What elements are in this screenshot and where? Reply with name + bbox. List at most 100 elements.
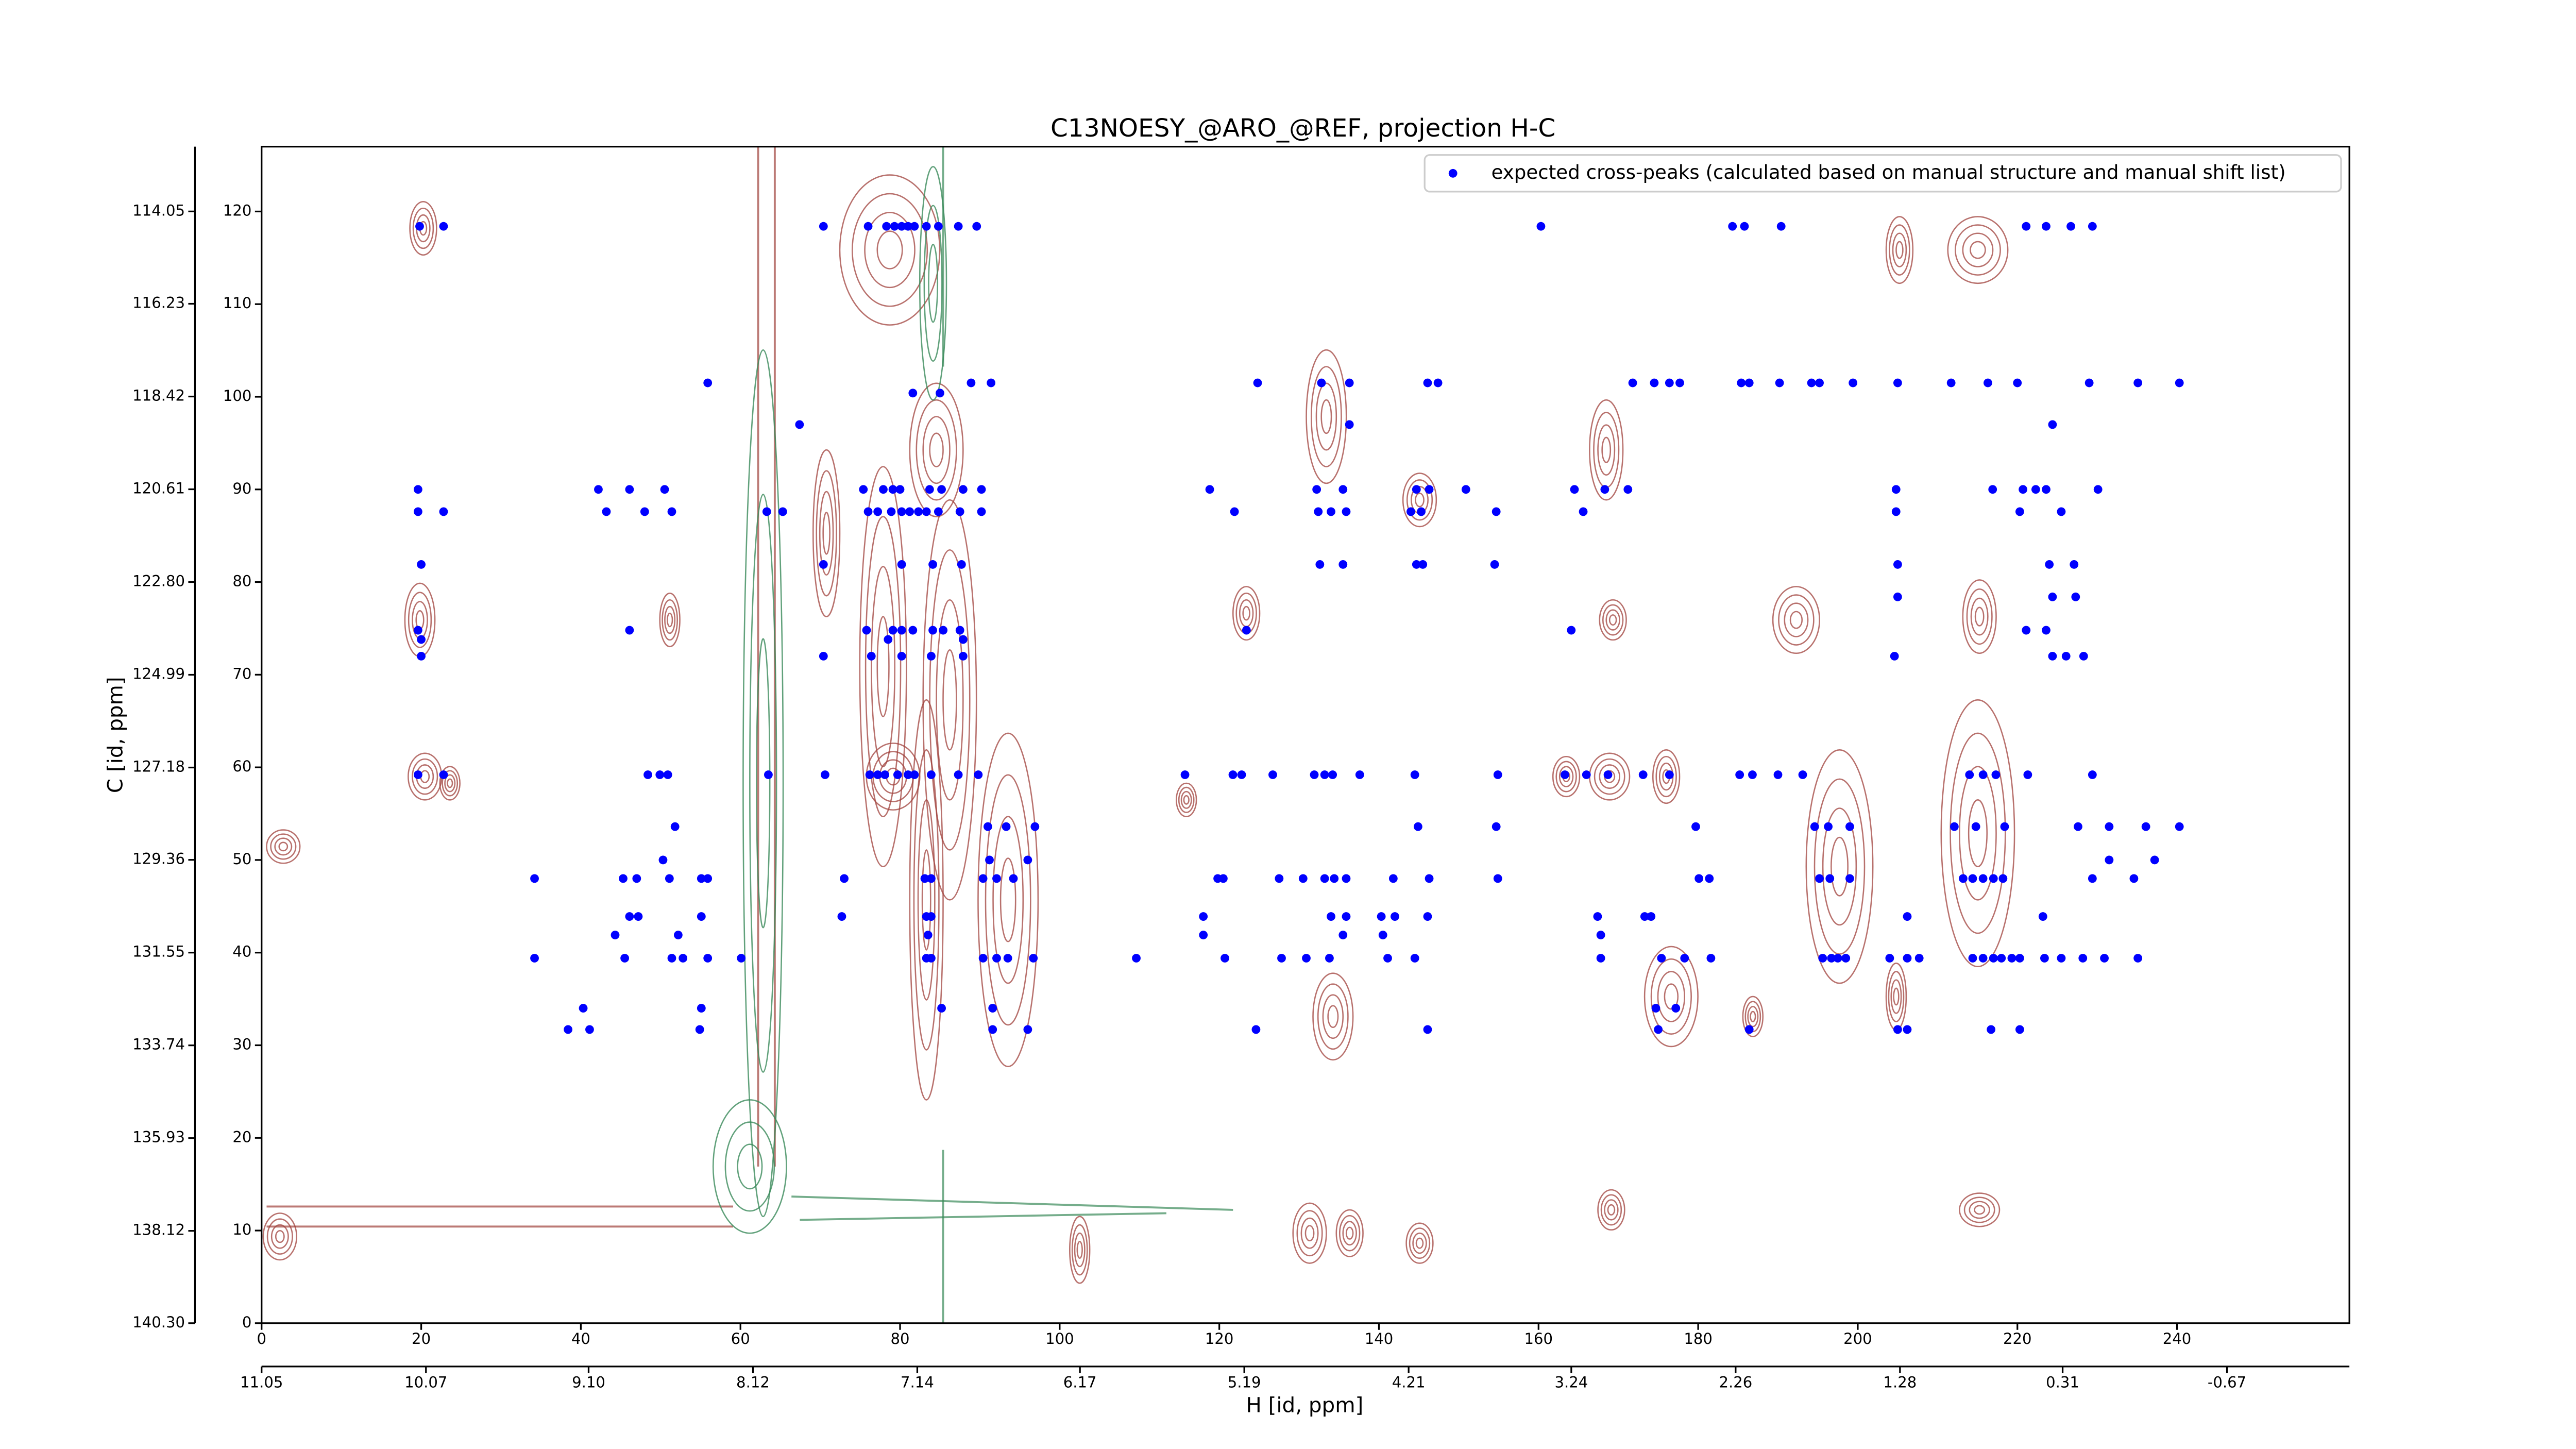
contour bbox=[1345, 1226, 1354, 1240]
cross-peak bbox=[2133, 378, 2143, 387]
cross-peak bbox=[1647, 912, 1656, 921]
legend-marker bbox=[1448, 169, 1458, 178]
contour bbox=[737, 1143, 763, 1190]
cross-peak bbox=[1406, 507, 1415, 516]
cross-peak bbox=[1320, 770, 1329, 779]
contour bbox=[1409, 1227, 1431, 1259]
cross-peak bbox=[1810, 822, 1819, 831]
contour bbox=[871, 566, 896, 767]
contours bbox=[262, 146, 2015, 1323]
cross-peak bbox=[2013, 378, 2022, 387]
contour bbox=[1655, 755, 1677, 798]
cross-peak bbox=[1327, 507, 1335, 516]
cross-peak bbox=[620, 954, 630, 963]
x-tick-label: 200 bbox=[1843, 1330, 1872, 1347]
contour bbox=[1292, 1202, 1327, 1264]
contour bbox=[923, 205, 943, 362]
contour bbox=[839, 174, 941, 326]
cross-peak bbox=[2048, 651, 2057, 661]
contour bbox=[1335, 1209, 1364, 1257]
cross-peak bbox=[1989, 874, 1998, 883]
contour bbox=[977, 732, 1039, 1068]
cross-peak bbox=[585, 1025, 594, 1034]
contour bbox=[1180, 790, 1192, 809]
chart-title: C13NOESY_@ARO_@REF, projection H-C bbox=[1050, 114, 1555, 143]
cross-peak bbox=[1312, 485, 1321, 494]
x-tick-label: 180 bbox=[1684, 1330, 1713, 1347]
cross-peak bbox=[737, 954, 746, 963]
contour bbox=[1822, 807, 1857, 926]
contour bbox=[749, 494, 777, 1073]
contour bbox=[921, 849, 931, 951]
cross-peak bbox=[934, 222, 943, 231]
cross-peak bbox=[978, 954, 988, 963]
cross-peak bbox=[1338, 931, 1348, 939]
cross-peak bbox=[1492, 507, 1501, 516]
cross-peak bbox=[1320, 874, 1329, 883]
contour bbox=[1306, 349, 1347, 484]
cross-peak bbox=[1023, 1025, 1032, 1034]
cross-peak bbox=[958, 651, 968, 661]
cross-peak bbox=[992, 954, 1001, 963]
contour bbox=[270, 1224, 289, 1249]
cross-peak bbox=[2079, 651, 2088, 661]
cross-peak bbox=[602, 507, 611, 516]
cross-peak bbox=[439, 222, 448, 231]
cross-peak bbox=[897, 560, 906, 569]
contour bbox=[1342, 1221, 1357, 1246]
x-axis-label: H [id, ppm] bbox=[1246, 1393, 1363, 1418]
cross-peak bbox=[2141, 822, 2150, 831]
contour bbox=[992, 816, 1024, 984]
contour bbox=[275, 1230, 285, 1243]
cross-peak bbox=[530, 874, 539, 883]
cross-peak bbox=[2000, 822, 2009, 831]
cross-peak bbox=[890, 222, 899, 231]
cross-peak bbox=[413, 626, 422, 635]
contour bbox=[1242, 605, 1250, 621]
contour bbox=[1893, 987, 1900, 1006]
cross-peak bbox=[895, 485, 905, 494]
cross-peak bbox=[819, 222, 828, 231]
cross-peak bbox=[2057, 507, 2066, 516]
cross-peak bbox=[1228, 770, 1238, 779]
cross-peak bbox=[958, 485, 968, 494]
cross-peak bbox=[1461, 485, 1470, 494]
cross-peak bbox=[2129, 874, 2139, 883]
x2-tick-label: 9.10 bbox=[572, 1373, 605, 1391]
cross-peak bbox=[1391, 912, 1399, 921]
cross-peak bbox=[439, 770, 448, 779]
cross-peak bbox=[625, 626, 634, 635]
x2-tick-label: -0.67 bbox=[2208, 1373, 2246, 1391]
x-tick-label: 220 bbox=[2003, 1330, 2032, 1347]
x-tick-label: 160 bbox=[1524, 1330, 1553, 1347]
cross-peak bbox=[974, 770, 983, 779]
cross-peak bbox=[1987, 1025, 1996, 1034]
cross-peak bbox=[665, 874, 674, 883]
contour bbox=[1310, 366, 1342, 467]
contour bbox=[1412, 1232, 1427, 1254]
cross-peak bbox=[530, 954, 539, 963]
contour bbox=[1970, 597, 1989, 636]
cross-peak bbox=[1705, 874, 1714, 883]
cross-peak bbox=[1691, 822, 1700, 831]
cross-peak bbox=[972, 222, 981, 231]
cross-peak bbox=[1314, 507, 1323, 516]
contour bbox=[913, 749, 940, 1051]
cross-peak bbox=[611, 931, 620, 939]
contour bbox=[274, 837, 293, 856]
cross-peak bbox=[1671, 1004, 1681, 1013]
cross-peak bbox=[1412, 485, 1421, 494]
cross-peak bbox=[673, 931, 683, 939]
contour bbox=[664, 605, 676, 634]
cross-peak bbox=[1728, 222, 1737, 231]
cross-peak bbox=[1582, 770, 1591, 779]
cross-peak bbox=[2023, 770, 2032, 779]
y2-tick-label: 135.93 bbox=[132, 1128, 185, 1146]
cross-peak bbox=[1378, 931, 1387, 939]
contour bbox=[865, 516, 902, 817]
cross-peak bbox=[1744, 378, 1754, 387]
contour bbox=[1604, 1199, 1619, 1221]
cross-peak bbox=[1338, 560, 1348, 569]
cross-peak bbox=[1628, 378, 1637, 387]
